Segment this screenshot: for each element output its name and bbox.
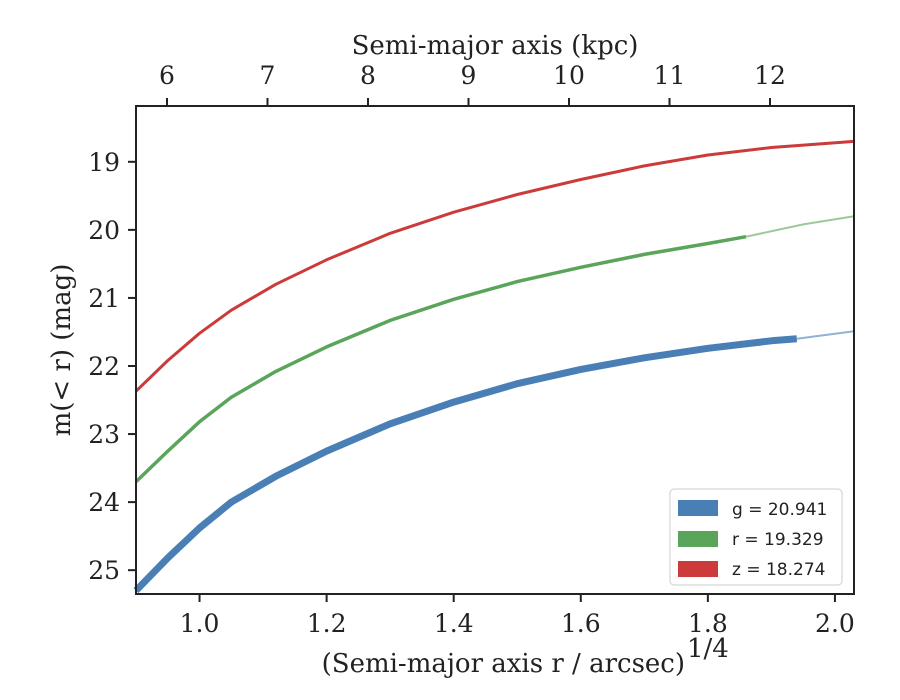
legend-label-z: z = 18.274 [732,560,825,580]
y-tick-label: 25 [88,556,120,585]
series-line-r [134,234,747,483]
top-tick-label: 10 [553,61,585,90]
legend: g = 20.941 r = 19.329 z = 18.274 [669,488,843,586]
x-axis-title: (Semi-major axis r / arcsec) [322,649,685,679]
y-tick-label: 24 [88,488,120,517]
series-line-z [134,139,855,393]
top-tick-label: 7 [260,61,276,90]
plot-area [133,139,855,594]
x-tick-label: 1.4 [434,609,474,638]
x-tick-label: 1.6 [561,609,601,638]
x-tick-label: 1.8 [688,609,728,638]
top-tick-label: 9 [461,61,477,90]
plot-frame [135,105,855,595]
series-extension-r [745,215,855,238]
y-tick-label: 21 [88,284,120,313]
y-tick-label: 23 [88,420,120,449]
top-tick-label: 8 [360,61,376,90]
legend-swatch-g [678,500,718,516]
top-tick-label: 11 [654,61,686,90]
legend-label-g: g = 20.941 [732,500,827,520]
legend-swatch-r [678,531,718,547]
top-tick-label: 6 [159,61,175,90]
top-tick-label: 12 [754,61,786,90]
top-axis-title: Semi-major axis (kpc) [352,31,639,61]
x-tick-label: 1.0 [180,609,220,638]
y-axis-title: m(< r) (mag) [47,264,77,437]
series-extension-g [796,330,855,340]
series-line-g [133,335,798,594]
y-tick-label: 20 [88,216,120,245]
x-tick-label: 1.2 [307,609,347,638]
y-tick-label: 19 [88,148,120,177]
y-tick-label: 22 [88,352,120,381]
legend-label-r: r = 19.329 [732,530,824,550]
axes: 1.0 1.2 1.4 1.6 1.8 2.0 19 20 21 22 23 24 25 6 7 8 9 10 11… [88,61,855,638]
x-axis-title-exponent: 1/4 [687,634,729,664]
x-tick-label: 2.0 [815,609,855,638]
legend-swatch-z [678,561,718,577]
